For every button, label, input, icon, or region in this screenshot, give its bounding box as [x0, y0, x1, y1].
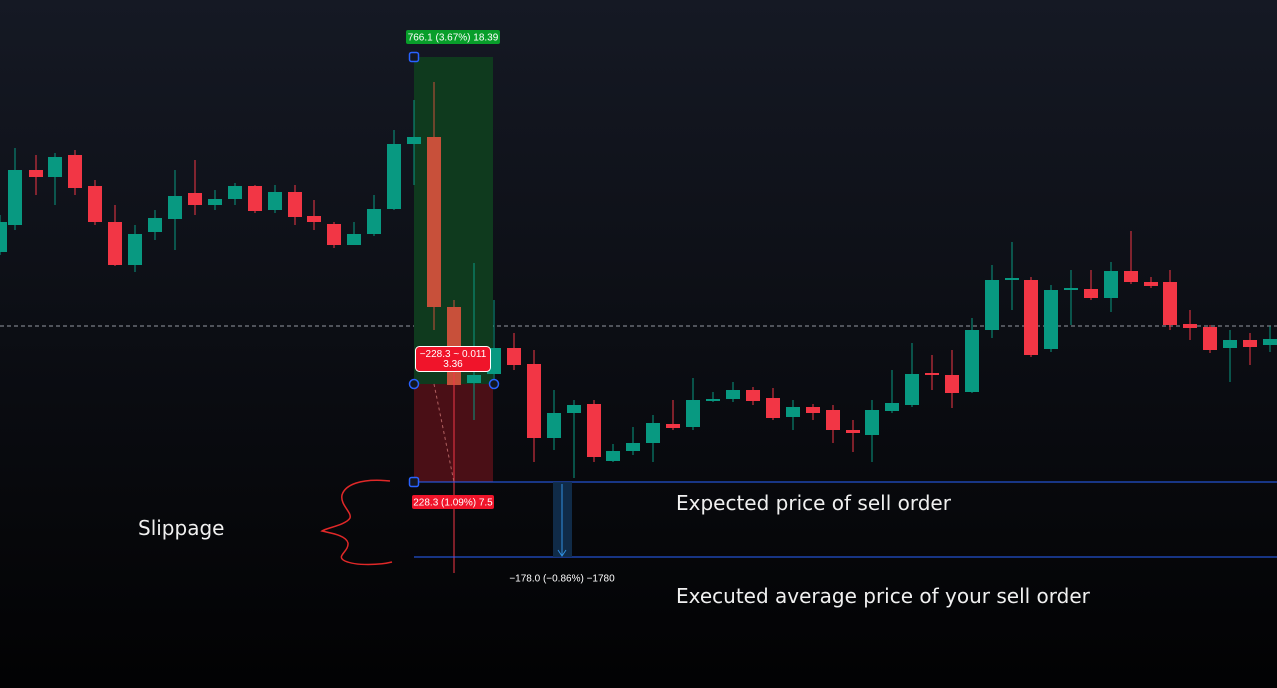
candle-body	[965, 330, 979, 392]
candle-body	[905, 374, 919, 405]
candle-body	[1183, 324, 1197, 328]
candle-body	[168, 196, 182, 219]
handle[interactable]	[408, 476, 420, 488]
candle-body	[547, 413, 561, 438]
candle-body	[208, 199, 222, 205]
candle-body	[806, 407, 820, 413]
candle-body	[865, 410, 879, 435]
slippage-annotation: Slippage	[138, 516, 224, 540]
candle-body	[467, 375, 481, 383]
candle-body	[567, 405, 581, 413]
candle-body	[0, 222, 7, 252]
candle-body	[268, 192, 282, 210]
candle-body	[846, 430, 860, 433]
candle-body	[746, 390, 760, 401]
candle-body	[427, 137, 441, 307]
target-label-box	[406, 30, 500, 44]
candle-body	[606, 451, 620, 461]
candle-body	[387, 144, 401, 209]
candle-body	[706, 399, 720, 401]
candle-body	[307, 216, 321, 222]
candle-body	[29, 170, 43, 177]
expected-annotation: Expected price of sell order	[676, 491, 952, 515]
candle-body	[347, 234, 361, 245]
target-label: 766.1 (3.67%) 18.39	[408, 33, 499, 44]
candle-body	[726, 390, 740, 399]
candle-body	[1243, 340, 1257, 347]
candle-body	[1223, 340, 1237, 348]
candle-body	[666, 424, 680, 428]
candle-body	[1104, 271, 1118, 298]
candle-body	[826, 410, 840, 430]
candle-body	[1064, 288, 1078, 290]
candle-body	[587, 404, 601, 457]
stop-label-box	[412, 495, 494, 509]
candle-body	[128, 234, 142, 265]
candle-body	[228, 186, 242, 199]
candle-body	[1144, 282, 1158, 286]
executed-annotation: Executed average price of your sell orde…	[676, 584, 1091, 608]
candle-body	[1263, 339, 1277, 345]
candle-body	[1084, 289, 1098, 298]
handle[interactable]	[408, 378, 420, 390]
candle-body	[68, 155, 82, 188]
candle-body	[507, 348, 521, 365]
position-label-box	[415, 346, 491, 372]
candle-body	[88, 186, 102, 222]
candle-body	[1044, 290, 1058, 349]
candle-body	[626, 443, 640, 451]
candle-body	[885, 403, 899, 411]
candle-body	[646, 423, 660, 443]
candle-body	[985, 280, 999, 330]
candle-body	[108, 222, 122, 265]
slippage-brace	[320, 479, 393, 566]
candles	[0, 82, 1277, 478]
candle-body	[288, 192, 302, 217]
candle-body	[48, 157, 62, 177]
position-label: −228.3 ~ 0.011	[420, 349, 487, 360]
candle-body	[527, 364, 541, 438]
candle-body	[1024, 280, 1038, 355]
candle-body	[1005, 278, 1019, 280]
candle-body	[1124, 271, 1138, 282]
candle-body	[8, 170, 22, 225]
measure-arrowhead	[557, 549, 567, 557]
candle-body	[248, 186, 262, 211]
candle-body	[1203, 327, 1217, 350]
candle-body	[1163, 282, 1177, 325]
candle-body	[925, 373, 939, 375]
handle[interactable]	[408, 51, 420, 63]
measure-label: −178.0 (−0.86%) −1780	[509, 574, 615, 585]
candle-body	[188, 193, 202, 205]
candle-body	[766, 398, 780, 418]
candle-body	[786, 407, 800, 417]
candle-body	[327, 224, 341, 245]
candle-body	[407, 137, 421, 144]
candle-body	[945, 375, 959, 393]
candle-body	[367, 209, 381, 234]
entry-dash	[433, 383, 455, 483]
handle[interactable]	[488, 378, 500, 390]
candle-body	[148, 218, 162, 232]
candle-body	[686, 400, 700, 427]
stop-label: 228.3 (1.09%) 7.5	[413, 498, 493, 509]
position-label: 3.36	[443, 359, 463, 370]
